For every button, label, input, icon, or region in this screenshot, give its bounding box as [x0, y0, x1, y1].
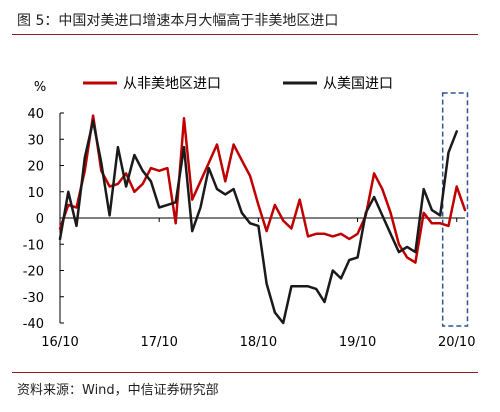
y-tick-label: 0	[36, 212, 44, 227]
x-tick-label: 19/10	[339, 335, 376, 350]
source-divider	[12, 372, 478, 373]
y-tick-label: -10	[23, 238, 44, 253]
y-axis-unit-label: %	[34, 80, 46, 95]
x-tick-label: 20/10	[438, 335, 475, 350]
title-divider	[12, 34, 478, 35]
y-tick-label: 30	[27, 133, 44, 148]
legend-label-1: 从非美地区进口	[123, 76, 221, 92]
highlight-box	[441, 92, 469, 327]
y-tick-label: -30	[23, 291, 44, 306]
y-tick-label: 10	[27, 186, 44, 201]
y-tick-label: -20	[23, 265, 44, 280]
x-tick-label: 18/10	[240, 335, 277, 350]
x-tick-label: 17/10	[140, 335, 177, 350]
legend-label-2: 从美国进口	[323, 76, 393, 92]
y-tick-label: -40	[23, 317, 44, 332]
figure-source: 资料来源：Wind，中信证券研究部	[17, 383, 219, 398]
series-line-2	[58, 119, 458, 325]
series-line-1	[58, 114, 467, 264]
y-tick-label: 40	[27, 107, 44, 122]
x-tick-label: 16/10	[41, 335, 78, 350]
figure-title: 图 5：中国对美进口增速本月大幅高于非美地区进口	[17, 13, 339, 29]
y-tick-label: 20	[27, 160, 44, 175]
